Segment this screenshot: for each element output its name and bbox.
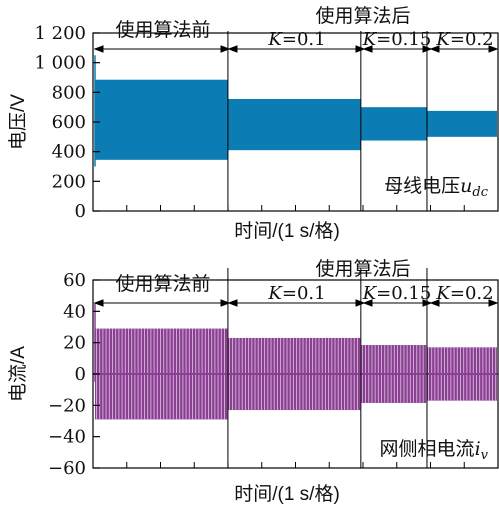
current-x-ticks — [126, 462, 465, 468]
voltage-bands — [94, 55, 497, 167]
current-y-ticks — [93, 279, 100, 469]
voltage-y-tick-label: 400 — [52, 142, 86, 163]
current-arrows — [93, 299, 499, 307]
voltage-band-segment-2 — [227, 99, 361, 151]
voltage-y-axis-title: 电压/V — [7, 94, 29, 150]
current-k-label-3: K=0.2 — [435, 283, 493, 304]
voltage-arrows — [93, 45, 499, 53]
current-y-tick-label: 0 — [75, 364, 86, 385]
current-y-tick-labels: −60 −40 −20 0 20 40 60 — [48, 270, 86, 479]
current-y-axis-title: 电流/A — [7, 346, 29, 402]
voltage-label-before: 使用算法前 — [115, 19, 210, 41]
voltage-y-tick-label: 1 000 — [34, 53, 86, 74]
voltage-band-segment-4 — [426, 110, 497, 137]
voltage-section-dividers — [227, 31, 428, 211]
current-k-label-1: K=0.1 — [267, 283, 325, 304]
voltage-band-segment-3 — [360, 107, 427, 141]
current-annotation: 网侧相电流iv — [380, 438, 489, 463]
voltage-band-fill — [227, 99, 361, 151]
current-y-tick-label: 20 — [63, 333, 86, 354]
current-y-tick-label: 40 — [63, 301, 86, 322]
current-y-tick-label: −40 — [48, 427, 86, 448]
voltage-band-segment-1 — [95, 79, 228, 160]
voltage-label-after: 使用算法后 — [315, 5, 410, 27]
current-chart: −60 −40 −20 0 20 40 60 电流/A 时间/(1 s/格) 使用算法前 使… — [7, 258, 499, 505]
voltage-y-tick-label: 200 — [52, 171, 86, 192]
current-bands — [93, 303, 498, 420]
current-label-before: 使用算法前 — [115, 273, 210, 295]
current-label-after: 使用算法后 — [315, 258, 410, 280]
voltage-band-fill — [426, 110, 497, 137]
voltage-annotation: 母线电压udc — [384, 175, 489, 200]
voltage-y-tick-label: 0 — [75, 201, 86, 222]
current-y-tick-label: −20 — [48, 395, 86, 416]
voltage-k-label-2: K=0.15 — [362, 29, 432, 50]
voltage-x-ticks — [126, 205, 465, 211]
voltage-y-ticks — [93, 32, 100, 212]
voltage-y-tick-label: 600 — [52, 112, 86, 133]
current-y-tick-label: 60 — [63, 270, 86, 291]
voltage-k-label-3: K=0.2 — [435, 29, 493, 50]
voltage-x-axis-title: 时间/(1 s/格) — [234, 220, 340, 242]
current-x-axis-title: 时间/(1 s/格) — [234, 483, 340, 505]
voltage-band-fill — [95, 79, 228, 160]
voltage-y-tick-labels: 0 200 400 600 800 1 000 1 200 — [34, 23, 86, 222]
voltage-y-tick-label: 800 — [52, 82, 86, 103]
voltage-k-label-1: K=0.1 — [267, 29, 325, 50]
current-y-tick-label: −60 — [48, 458, 86, 479]
voltage-y-tick-label: 1 200 — [34, 23, 86, 44]
current-k-label-2: K=0.15 — [362, 283, 432, 304]
voltage-band-fill — [360, 107, 427, 141]
